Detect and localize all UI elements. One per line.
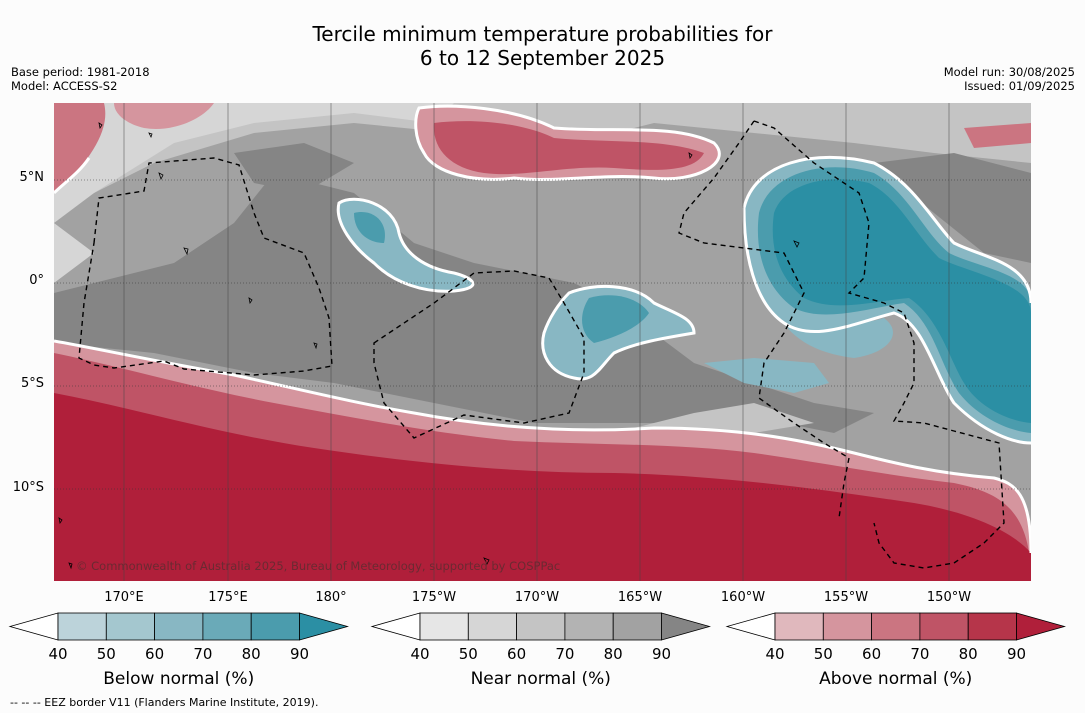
- eez-footnote: -- -- -- EEZ border V11 (Flanders Marine…: [10, 696, 319, 709]
- colorbars: 40 50 60 70 80 90 Below normal (%) 40 50 60 70 80 9…: [8, 612, 1066, 689]
- colorbar-min-extension: [8, 612, 59, 641]
- island-outlines: [58, 122, 800, 570]
- colorbar-max-extension: [1016, 612, 1066, 641]
- above-normal-northwest: [54, 103, 106, 193]
- colorbar-tick-label: 90: [290, 645, 309, 663]
- below-normal-east-tongue: [774, 308, 893, 358]
- above-normal-north-west2: [114, 103, 214, 129]
- probability-map: © Commonwealth of Australia 2025, Bureau…: [54, 103, 1031, 581]
- map-title-line-1: Tercile minimum temperature probabilitie…: [312, 22, 773, 46]
- colorbar-segment: [612, 612, 662, 641]
- colorbar-title: Below normal (%): [103, 669, 254, 689]
- colorbar-tick-label: 70: [193, 645, 212, 663]
- lat-label-5s: 5°S: [20, 376, 44, 391]
- near-normal-light-west: [54, 223, 94, 283]
- near-normal-lighter-north: [54, 103, 454, 223]
- colorbar-min-extension: [370, 612, 421, 641]
- metadata-right: Model run: 30/08/2025 Issued: 01/09/2025: [944, 65, 1075, 93]
- model-name: Model: ACCESS-S2: [11, 79, 118, 93]
- metadata-left: Base period: 1981-2018 Model: ACCESS-S2: [11, 65, 150, 93]
- lon-label-180: 180°: [315, 590, 347, 605]
- colorbar-below-normal: 40 50 60 70 80 90 Below normal (%): [8, 612, 349, 689]
- below-normal-southeast: [704, 358, 829, 393]
- eez-borders: [78, 120, 1005, 569]
- forty-percent-contours: [54, 104, 1031, 554]
- lon-label-170e: 170°E: [104, 590, 144, 605]
- colorbar-tick-label: 50: [97, 645, 116, 663]
- colorbar-max-extension: [661, 612, 711, 641]
- colorbar-tick-label: 60: [145, 645, 164, 663]
- below-normal-central-core: [582, 295, 649, 343]
- lat-label-0: 0°: [29, 273, 44, 288]
- colorbar-tick-label: 70: [910, 645, 929, 663]
- colorbar-segment: [516, 612, 566, 641]
- colorbar-segment: [467, 612, 517, 641]
- colorbar-tick-label: 60: [862, 645, 881, 663]
- colorbar-segment: [774, 612, 824, 641]
- lat-label-5n: 5°N: [19, 170, 45, 185]
- above-normal-south-core: [54, 393, 1031, 581]
- colorbar-tick-label: 80: [604, 645, 623, 663]
- colorbar-tick-label: 70: [555, 645, 574, 663]
- below-normal-central-north-core: [354, 212, 385, 243]
- colorbar-segment: [57, 612, 107, 641]
- colorbar-segment: [967, 612, 1017, 641]
- colorbar-max-extension: [299, 612, 349, 641]
- colorbar-tick-label: 40: [765, 645, 784, 663]
- colorbar-tick-label: 90: [1007, 645, 1026, 663]
- colorbar-tick-label: 40: [48, 645, 67, 663]
- base-period: Base period: 1981-2018: [11, 65, 150, 79]
- lon-label-165w: 165°W: [617, 590, 663, 605]
- colorbar-tick-label: 50: [459, 645, 478, 663]
- colorbar-tick-label: 60: [507, 645, 526, 663]
- lon-label-175w: 175°W: [411, 590, 457, 605]
- colorbar-near-normal: 40 50 60 70 80 90 Near normal (%): [370, 612, 711, 689]
- lon-label-170w: 170°W: [514, 590, 560, 605]
- colorbar-segment: [564, 612, 614, 641]
- model-run: Model run: 30/08/2025: [943, 65, 1075, 79]
- colorbar-segment: [871, 612, 921, 641]
- colorbar-segment: [419, 612, 469, 641]
- lon-label-155w: 155°W: [823, 590, 869, 605]
- colorbar-segment: [919, 612, 969, 641]
- colorbar-tick-label: 40: [410, 645, 429, 663]
- graticule: [54, 179, 1031, 490]
- copyright-notice: © Commonwealth of Australia 2025, Bureau…: [76, 559, 560, 573]
- near-normal-dark-center: [54, 173, 874, 433]
- colorbar-segment: [105, 612, 156, 641]
- colorbar-segment: [822, 612, 872, 641]
- colorbar-tick-label: 80: [242, 645, 261, 663]
- below-normal-east-core: [772, 179, 1031, 423]
- colorbar-above-normal: 40 50 60 70 80 90 Above normal (%): [725, 612, 1066, 689]
- lon-label-160w: 160°W: [720, 590, 766, 605]
- above-normal-north-mid: [433, 121, 704, 175]
- map-title-line-2: 6 to 12 September 2025: [419, 46, 666, 70]
- colorbar-tick-label: 90: [652, 645, 671, 663]
- colorbar-title: Above normal (%): [819, 669, 972, 689]
- colorbar-tick-label: 50: [814, 645, 833, 663]
- colorbar-segment: [202, 612, 252, 641]
- colorbar-segment: [250, 612, 300, 641]
- colorbar-tick-label: 80: [959, 645, 978, 663]
- lat-label-10s: 10°S: [12, 480, 44, 495]
- colorbar-min-extension: [725, 612, 776, 641]
- issued-date: Issued: 01/09/2025: [964, 79, 1075, 93]
- lon-label-150w: 150°W: [926, 590, 972, 605]
- colorbar-title: Near normal (%): [471, 669, 611, 689]
- near-normal-dark-east: [874, 153, 1031, 263]
- colorbar-segment: [154, 612, 204, 641]
- near-normal-light-north: [54, 103, 1031, 213]
- near-normal-dark-north: [234, 143, 354, 193]
- lon-label-175e: 175°E: [208, 590, 248, 605]
- above-normal-northeast: [964, 123, 1031, 148]
